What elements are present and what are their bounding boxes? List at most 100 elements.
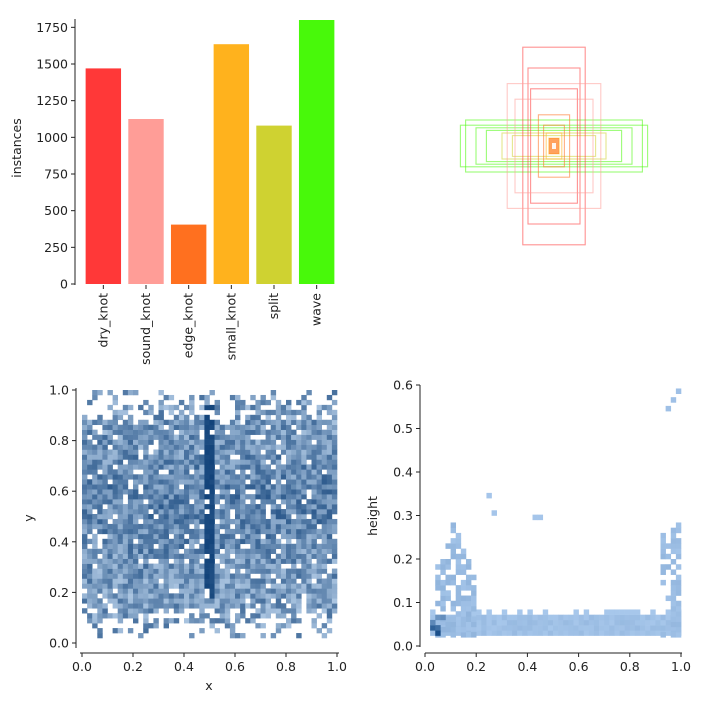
heatmap-cell <box>553 625 558 631</box>
heatmap-cell <box>230 504 235 509</box>
heatmap-cell <box>306 519 311 524</box>
heatmap-cell <box>281 440 286 445</box>
heatmap-cell <box>497 615 502 621</box>
heatmap-cell <box>159 440 164 445</box>
heatmap-cell <box>123 578 128 583</box>
heatmap-cell <box>113 459 118 464</box>
heatmap-cell <box>169 593 174 598</box>
heatmap-cell <box>614 615 619 621</box>
heatmap-cell <box>225 514 230 519</box>
heatmap-cell <box>179 539 184 544</box>
heatmap-cell <box>194 425 199 430</box>
heatmap-cell <box>614 630 619 636</box>
heatmap-cell <box>286 574 291 579</box>
heatmap-cell <box>204 519 209 524</box>
heatmap-cell <box>235 529 240 534</box>
heatmap-cell <box>281 578 286 583</box>
heatmap-cell <box>143 504 148 509</box>
heatmap-cell <box>108 539 113 544</box>
heatmap-cell <box>108 549 113 554</box>
heatmap-cell <box>169 618 174 623</box>
heatmap-cell <box>250 450 255 455</box>
heatmap-cell <box>133 390 138 395</box>
heatmap-cell <box>184 425 189 430</box>
heatmap-cell <box>671 580 676 586</box>
heatmap-cell <box>322 583 327 588</box>
heatmap-cell <box>461 580 466 586</box>
heatmap-cell <box>671 585 676 591</box>
heatmap-cell <box>671 569 676 575</box>
heatmap-cell <box>138 564 143 569</box>
heatmap-cell <box>476 615 481 621</box>
heatmap-cell <box>322 405 327 410</box>
heatmap-cell <box>451 601 456 607</box>
heatmap-cell <box>225 499 230 504</box>
heatmap-cell <box>235 564 240 569</box>
heatmap-cell <box>113 494 118 499</box>
heatmap-cell <box>194 588 199 593</box>
heatmap-cell <box>250 598 255 603</box>
heatmap-cell <box>332 494 337 499</box>
heatmap-cell <box>435 601 440 607</box>
heatmap-cell <box>210 519 215 524</box>
heatmap-cell <box>332 464 337 469</box>
heatmap-cell <box>281 450 286 455</box>
heatmap-cell <box>159 559 164 564</box>
heatmap-cell <box>97 390 102 395</box>
heatmap-cell <box>327 464 332 469</box>
heatmap-cell <box>317 544 322 549</box>
heatmap-cell <box>271 603 276 608</box>
heatmap-cell <box>159 519 164 524</box>
heatmap-cell <box>271 435 276 440</box>
heatmap-cell <box>271 519 276 524</box>
heatmap-cell <box>153 554 158 559</box>
heatmap-cell <box>108 559 113 564</box>
heatmap-cell <box>261 554 266 559</box>
heatmap-cell <box>492 620 497 626</box>
heatmap-cell <box>199 578 204 583</box>
heatmap-cell <box>215 628 220 633</box>
heatmap-cell <box>128 420 133 425</box>
heatmap-cell <box>291 445 296 450</box>
heatmap-cell <box>255 489 260 494</box>
heatmap-cell <box>281 499 286 504</box>
heatmap-cell <box>322 554 327 559</box>
heatmap-cell <box>118 618 123 623</box>
heatmap-cell <box>113 524 118 529</box>
heatmap-cell <box>301 450 306 455</box>
heatmap-cell <box>118 608 123 613</box>
heatmap-cell <box>204 569 209 574</box>
heatmap-cell <box>655 620 660 626</box>
heatmap-cell <box>143 514 148 519</box>
heatmap-cell <box>87 549 92 554</box>
heatmap-cell <box>266 559 271 564</box>
heatmap-cell <box>102 549 107 554</box>
heatmap-cell <box>240 509 245 514</box>
y-tick-label: 1500 <box>36 57 68 72</box>
heatmap-cell <box>317 494 322 499</box>
heatmap-cell <box>128 469 133 474</box>
heatmap-cell <box>317 479 322 484</box>
heatmap-cell <box>235 405 240 410</box>
heatmap-cell <box>102 425 107 430</box>
heatmap-cell <box>322 544 327 549</box>
heatmap-cell <box>128 459 133 464</box>
heatmap-cell <box>676 622 681 628</box>
heatmap-cell <box>179 564 184 569</box>
heatmap-cell <box>543 615 548 621</box>
heatmap-cell <box>312 469 317 474</box>
heatmap-cell <box>123 544 128 549</box>
heatmap-cell <box>164 430 169 435</box>
heatmap-cell <box>276 613 281 618</box>
heatmap-cell <box>645 615 650 621</box>
heatmap-cell <box>312 494 317 499</box>
heatmap-cell <box>306 549 311 554</box>
heatmap-cell <box>143 618 148 623</box>
heatmap-cell <box>291 544 296 549</box>
heatmap-cell <box>286 578 291 583</box>
heatmap-cell <box>215 593 220 598</box>
y-tick-label: 250 <box>44 240 68 255</box>
heatmap-cell <box>164 405 169 410</box>
heatmap-cell <box>640 630 645 636</box>
heatmap-cell <box>225 569 230 574</box>
